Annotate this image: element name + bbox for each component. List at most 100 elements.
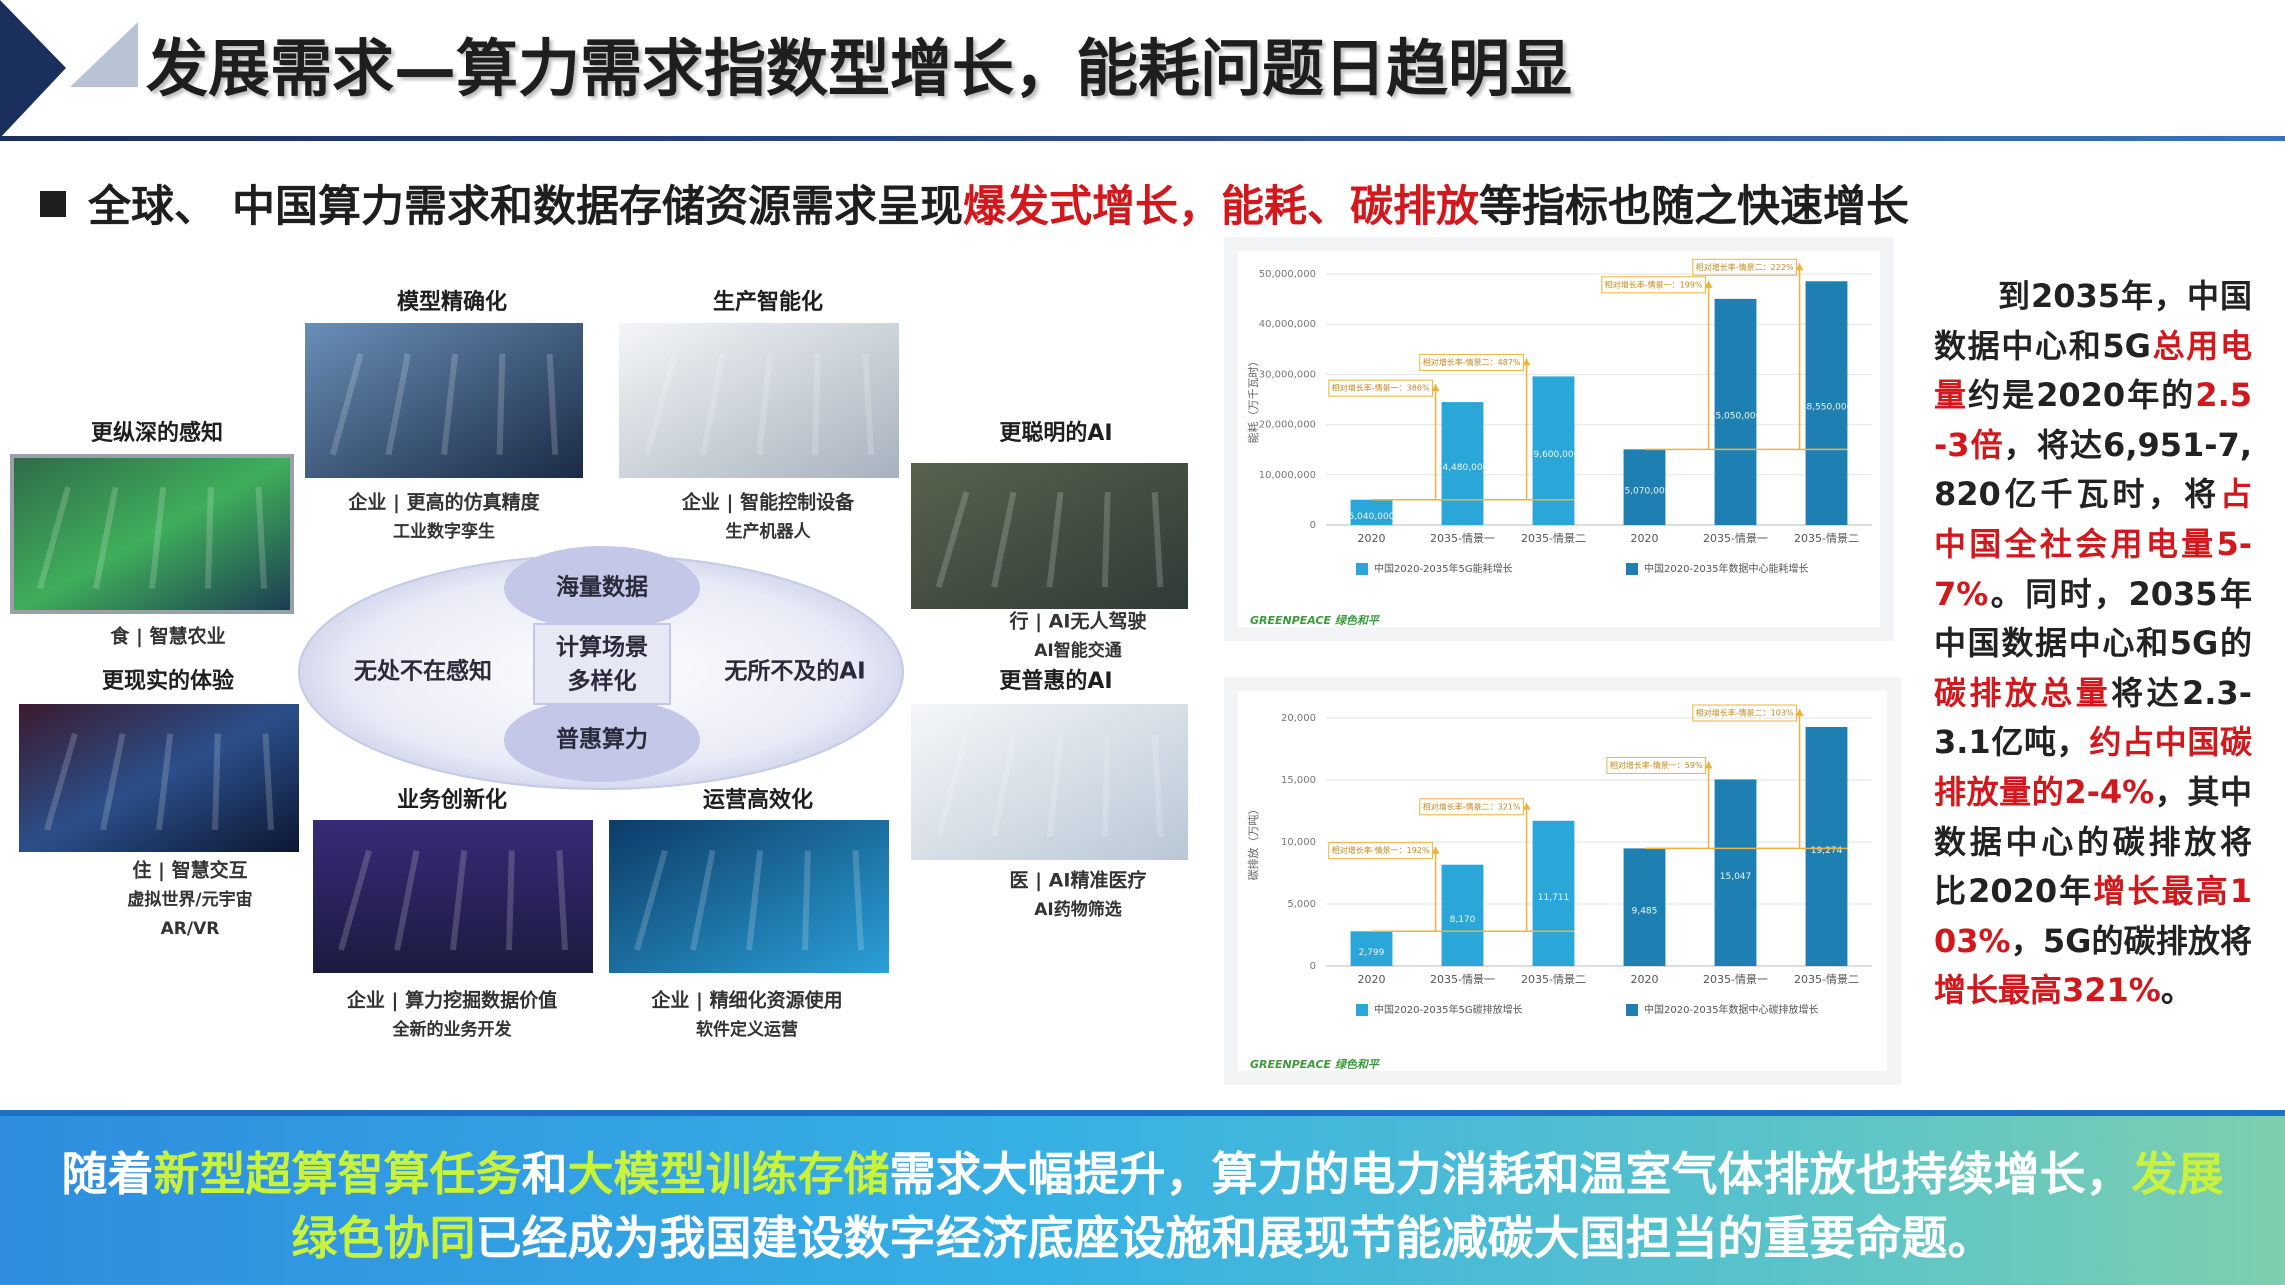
bar bbox=[1623, 449, 1666, 525]
panel-title: 更普惠的AI bbox=[999, 668, 1112, 694]
growth-label: 相对增长率-情景一：199% bbox=[1605, 279, 1703, 289]
bar bbox=[1441, 864, 1484, 966]
image-detail bbox=[262, 733, 274, 830]
growth-label-box bbox=[1606, 756, 1707, 774]
y-tick-label: 5,000 bbox=[1287, 899, 1316, 910]
y-axis-label: 碳排放（万吨） bbox=[1246, 804, 1260, 881]
x-tick-label: 2035-情景二 bbox=[1794, 532, 1859, 545]
growth-arrowhead bbox=[1704, 761, 1713, 769]
panel-caption: 食 | 智慧农业 bbox=[110, 625, 225, 648]
image-detail bbox=[156, 733, 174, 831]
image-detail bbox=[935, 491, 970, 588]
highlight-text: 增长最高103% bbox=[1934, 872, 2252, 960]
image-detail bbox=[37, 486, 71, 590]
bar bbox=[1805, 727, 1848, 966]
image-detail bbox=[149, 486, 167, 589]
y-tick-label: 40,000,000 bbox=[1259, 319, 1316, 330]
x-tick-label: 2035-情景二 bbox=[1794, 973, 1859, 986]
image-detail bbox=[1151, 492, 1164, 588]
highlight-text: 碳排放总量 bbox=[1934, 673, 2112, 712]
x-tick-label: 2035-情景一 bbox=[1430, 532, 1495, 545]
image-detail bbox=[862, 353, 874, 455]
bar bbox=[1714, 779, 1757, 966]
growth-arrowhead bbox=[1431, 384, 1440, 392]
x-tick-label: 2020 bbox=[1631, 973, 1659, 986]
center-label: 多样化 bbox=[568, 668, 637, 695]
panel-caption: 生产机器人 bbox=[726, 521, 812, 542]
panel-image bbox=[911, 463, 1188, 609]
growth-arrowhead bbox=[1795, 709, 1804, 717]
panel-title: 模型精确化 bbox=[397, 289, 507, 315]
image-detail bbox=[690, 850, 716, 951]
growth-label: 相对增长率-情景二：222% bbox=[1696, 262, 1794, 272]
panel-caption: 工业数字孪生 bbox=[393, 521, 495, 542]
image-detail bbox=[450, 850, 468, 951]
text-segment: 已经成为我国建设数字经济底座设施和展现节能减碳大国担当的重要命题。 bbox=[475, 1211, 1994, 1265]
value-label: 8,170 bbox=[1450, 915, 1476, 925]
value-label: 19,274 bbox=[1811, 846, 1843, 856]
image-detail bbox=[506, 850, 515, 951]
growth-label: 相对增长率-情景二：321% bbox=[1423, 801, 1521, 811]
legend-label: 中国2020-2035年5G能耗增长 bbox=[1374, 562, 1513, 575]
image-detail bbox=[329, 353, 364, 456]
bar bbox=[1532, 820, 1575, 966]
bullet-point: 全球、 中国算力需求和数据存储资源需求呈现爆发式增长，能耗、碳排放等指标也随之快… bbox=[40, 172, 1909, 234]
highlight-text: 爆发式增长，能耗、碳排放 bbox=[962, 182, 1479, 232]
panel-image bbox=[609, 820, 889, 973]
center-box bbox=[533, 623, 671, 705]
growth-arrowhead bbox=[1431, 846, 1440, 854]
value-label: 48,550,000 bbox=[1801, 403, 1853, 413]
charts: 0 10,000,000 20,000,000 30,000,000 40,000,00… bbox=[1224, 237, 1901, 1085]
legend-label: 中国2020-2035年数据中心碳排放增长 bbox=[1644, 1003, 1819, 1016]
bar bbox=[1714, 298, 1757, 525]
bar bbox=[1441, 402, 1484, 525]
x-tick-label: 2020 bbox=[1358, 532, 1386, 545]
center-label: 普惠算力 bbox=[556, 726, 648, 753]
growth-arrowhead bbox=[1795, 263, 1804, 271]
image-detail bbox=[255, 487, 267, 589]
highlight-text: 约占中国碳排放量的2-4% bbox=[1934, 723, 2252, 811]
y-tick-label: 30,000,000 bbox=[1259, 369, 1316, 380]
bar bbox=[1350, 499, 1393, 525]
text-segment: 和 bbox=[521, 1147, 568, 1201]
panel-caption: 虚拟世界/元宇宙 bbox=[127, 889, 252, 910]
panel-title: 更现实的体验 bbox=[102, 668, 234, 694]
growth-label-box bbox=[1419, 798, 1525, 816]
panel-title: 业务创新化 bbox=[397, 787, 507, 813]
x-tick-label: 2035-情景二 bbox=[1521, 532, 1586, 545]
image-detail bbox=[991, 491, 1017, 588]
panel-caption: 企业 | 更高的仿真精度 bbox=[347, 491, 540, 514]
bar bbox=[1623, 848, 1666, 966]
panel-image bbox=[313, 820, 593, 973]
image-detail bbox=[802, 850, 811, 951]
bar bbox=[1805, 281, 1848, 525]
panel-image bbox=[619, 323, 899, 478]
y-tick-label: 0 bbox=[1310, 520, 1316, 531]
title-decoration bbox=[70, 22, 138, 87]
highlight-text: 发展绿色协同 bbox=[291, 1147, 2224, 1265]
image-detail bbox=[1101, 492, 1111, 588]
panel-image bbox=[305, 323, 583, 478]
image-detail bbox=[1151, 735, 1164, 837]
text-segment: 到2035年，中国数据中心和5G bbox=[1934, 277, 2252, 365]
y-axis-label: 能耗（万千瓦时） bbox=[1246, 356, 1260, 444]
highlight-text: 大模型训练存储 bbox=[567, 1147, 890, 1201]
value-label: 15,070,000 bbox=[1619, 487, 1671, 497]
legend-swatch bbox=[1356, 563, 1368, 575]
image-detail bbox=[852, 850, 864, 951]
panel-caption: 企业 | 算力挖掘数据价值 bbox=[346, 989, 557, 1012]
image-detail bbox=[746, 850, 764, 951]
y-tick-label: 20,000 bbox=[1281, 713, 1316, 724]
value-label: 29,600,000 bbox=[1528, 450, 1580, 460]
panel-caption: AI药物筛选 bbox=[1034, 899, 1121, 920]
text-segment: ，其中数据中心的碳排放将比2020年 bbox=[1934, 772, 2252, 911]
panel-caption: 企业 | 智能控制设备 bbox=[681, 491, 855, 514]
legend-label: 中国2020-2035年数据中心能耗增长 bbox=[1644, 562, 1809, 575]
y-tick-label: 10,000 bbox=[1281, 837, 1316, 848]
x-tick-label: 2035-情景一 bbox=[1703, 973, 1768, 986]
bar bbox=[1350, 931, 1393, 966]
legend-swatch bbox=[1626, 563, 1638, 575]
